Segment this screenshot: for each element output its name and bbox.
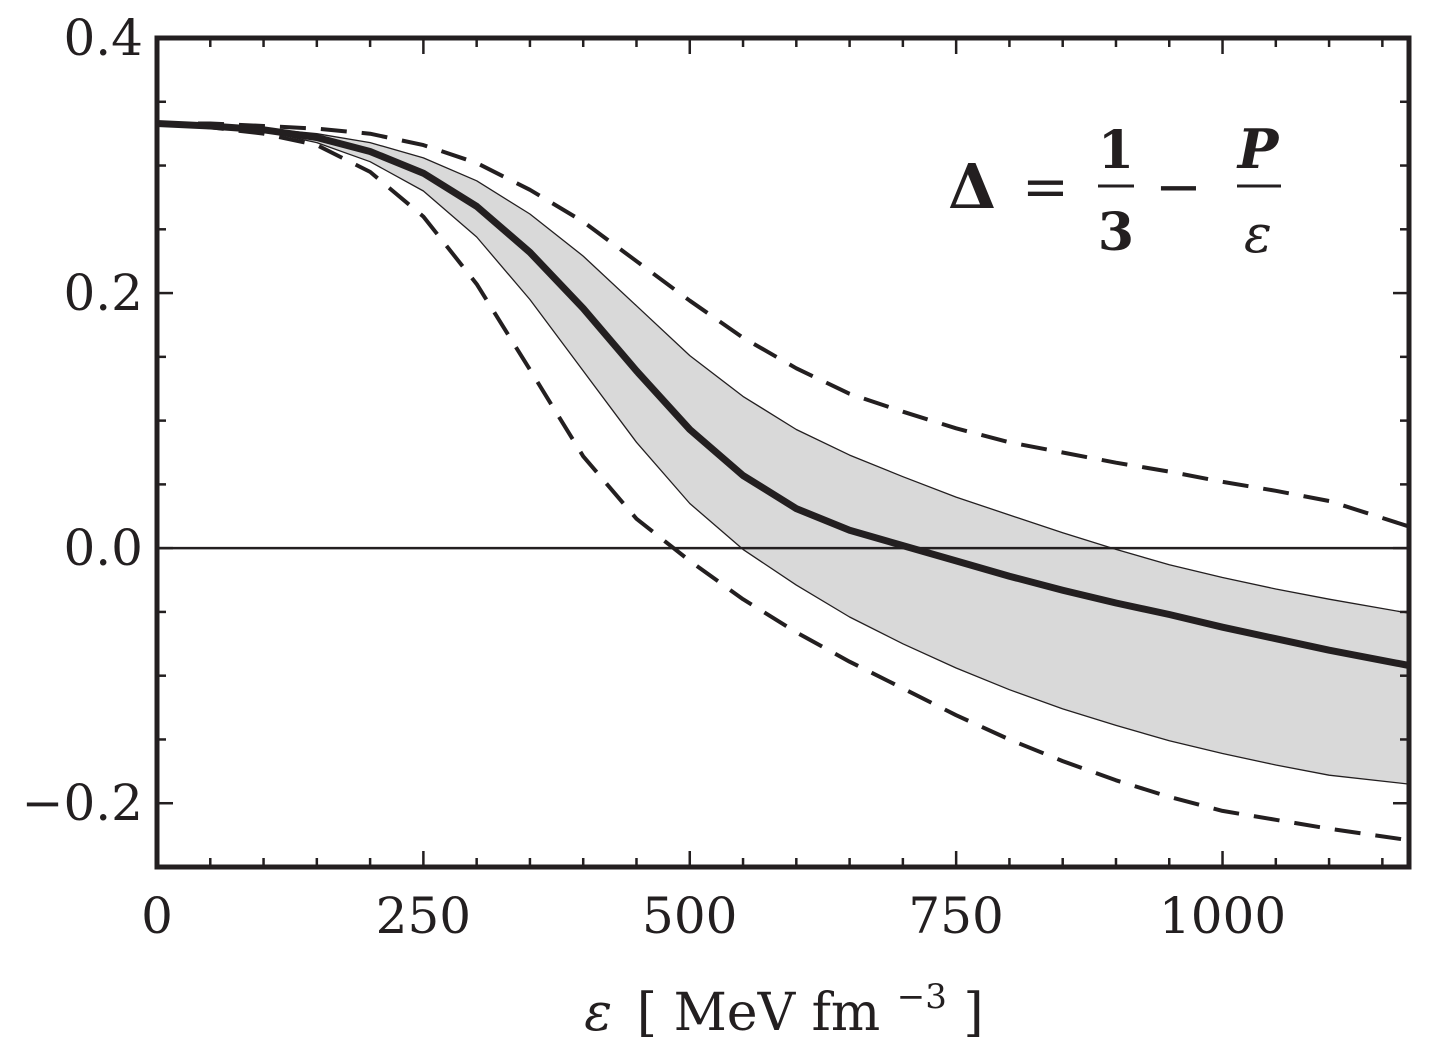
x-axis-title: ε [ MeV fm −3 ] (584, 961, 983, 1043)
x-axis-exponent: −3 (897, 977, 947, 1017)
uncertainty-band (157, 123, 1409, 785)
y-tick-label: 0.4 (63, 9, 143, 67)
axis-ticks (155, 36, 1409, 869)
x-tick-label: 0 (141, 887, 173, 945)
series-dashed-upper (157, 121, 1409, 529)
annotation-minus: − (1155, 155, 1202, 220)
plot-content (157, 120, 1409, 843)
annotation-numerator-p: P (1236, 117, 1280, 181)
y-tick-label: −0.2 (22, 774, 143, 832)
x-tick-label: 500 (642, 887, 737, 945)
x-tick-label: 1000 (1159, 887, 1286, 945)
annotation-numerator-one: 1 (1098, 120, 1134, 181)
equation-annotation: Δ = 1 3 − P ε (948, 117, 1281, 265)
annotation-denominator-epsilon: ε (1244, 205, 1272, 265)
x-tick-label: 750 (908, 887, 1003, 945)
x-axis-open-bracket: [ (637, 983, 657, 1043)
axes-frame (154, 35, 1412, 870)
x-axis-symbol: ε (584, 983, 612, 1043)
annotation-denominator-three: 3 (1098, 202, 1134, 263)
x-axis-close-bracket: ] (963, 983, 983, 1043)
plot-area (157, 120, 1409, 843)
series-central (157, 120, 1409, 669)
series-dashed-lower (157, 121, 1409, 843)
series-band-lower (157, 122, 1409, 785)
plot-frame (154, 35, 1412, 870)
tick-labels: 0 250 500 750 1000 −0.2 0.0 0.2 0.4 (22, 9, 1287, 945)
x-axis-unit: MeV fm (674, 983, 881, 1043)
annotation-delta: Δ (948, 150, 996, 223)
y-tick-label: 0.0 (63, 519, 143, 577)
x-tick-label: 250 (376, 887, 471, 945)
series-band-upper (157, 122, 1409, 614)
y-tick-label: 0.2 (63, 264, 143, 322)
annotation-equals: = (1022, 155, 1069, 220)
